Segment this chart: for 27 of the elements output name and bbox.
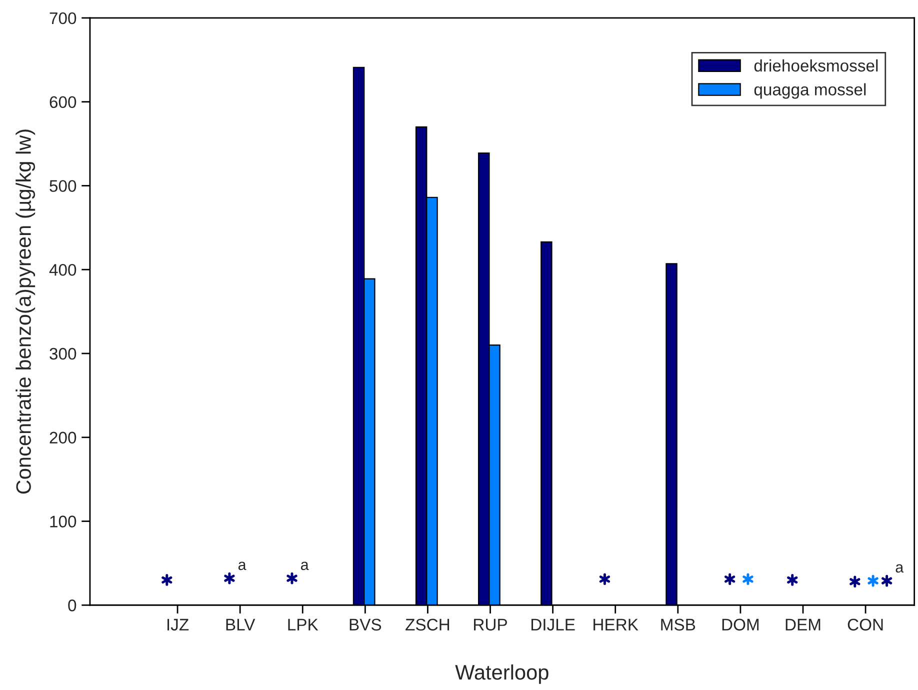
- x-tick-label: RUP: [474, 618, 507, 631]
- y-tick-label: 400: [49, 264, 76, 276]
- x-tick-label: DOM: [722, 618, 759, 631]
- x-tick-label: CON: [848, 618, 883, 631]
- x-axis-title: Waterloop: [455, 664, 548, 684]
- x-tick-label: LPK: [288, 618, 318, 630]
- x-tick-label: IJZ: [167, 618, 189, 631]
- x-tick-label: MSB: [661, 618, 696, 631]
- y-tick-label: 700: [50, 12, 76, 24]
- y-axis-title: Concentratie benzo(a)pyreen (µg/kg lw): [16, 130, 36, 494]
- y-tick-label: 500: [50, 180, 76, 192]
- x-tick-label: BLV: [226, 618, 256, 630]
- data-label: a: [896, 564, 904, 573]
- y-tick-label: 300: [50, 348, 76, 360]
- data-label: a: [300, 562, 309, 570]
- legend-label: driehoeksmossel: [754, 59, 878, 72]
- y-tick-label: 200: [50, 432, 76, 444]
- y-tick-label: 0: [68, 600, 76, 612]
- y-tick-label: 600: [50, 96, 76, 108]
- x-tick-label: HERK: [594, 618, 638, 630]
- x-tick-label: BVS: [350, 618, 382, 631]
- x-tick-label: DIJLE: [531, 618, 575, 631]
- y-tick-label: 100: [50, 516, 76, 528]
- data-label: a: [238, 562, 246, 570]
- x-tick-label: ZSCH: [406, 618, 450, 631]
- legend-label: quagga mossel: [754, 83, 866, 99]
- x-tick-label: DEM: [786, 618, 820, 630]
